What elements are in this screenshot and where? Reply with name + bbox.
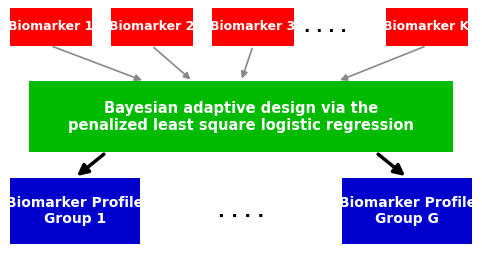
Text: . . . .: . . . . bbox=[304, 18, 347, 36]
Text: Bayesian adaptive design via the
penalized least square logistic regression: Bayesian adaptive design via the penaliz… bbox=[68, 101, 414, 133]
FancyBboxPatch shape bbox=[386, 8, 468, 46]
FancyBboxPatch shape bbox=[111, 8, 193, 46]
Text: Biomarker Profile
Group 1: Biomarker Profile Group 1 bbox=[6, 196, 143, 226]
FancyBboxPatch shape bbox=[212, 8, 294, 46]
Text: Biomarker 1: Biomarker 1 bbox=[8, 20, 94, 33]
FancyBboxPatch shape bbox=[29, 81, 453, 152]
Text: . . . .: . . . . bbox=[218, 203, 264, 221]
Text: Biomarker 2: Biomarker 2 bbox=[109, 20, 195, 33]
FancyBboxPatch shape bbox=[342, 178, 472, 244]
FancyBboxPatch shape bbox=[10, 178, 140, 244]
FancyBboxPatch shape bbox=[10, 8, 92, 46]
Text: Biomarker Profile
Group G: Biomarker Profile Group G bbox=[339, 196, 476, 226]
Text: Biomarker 3: Biomarker 3 bbox=[211, 20, 295, 33]
Text: Biomarker K: Biomarker K bbox=[384, 20, 469, 33]
